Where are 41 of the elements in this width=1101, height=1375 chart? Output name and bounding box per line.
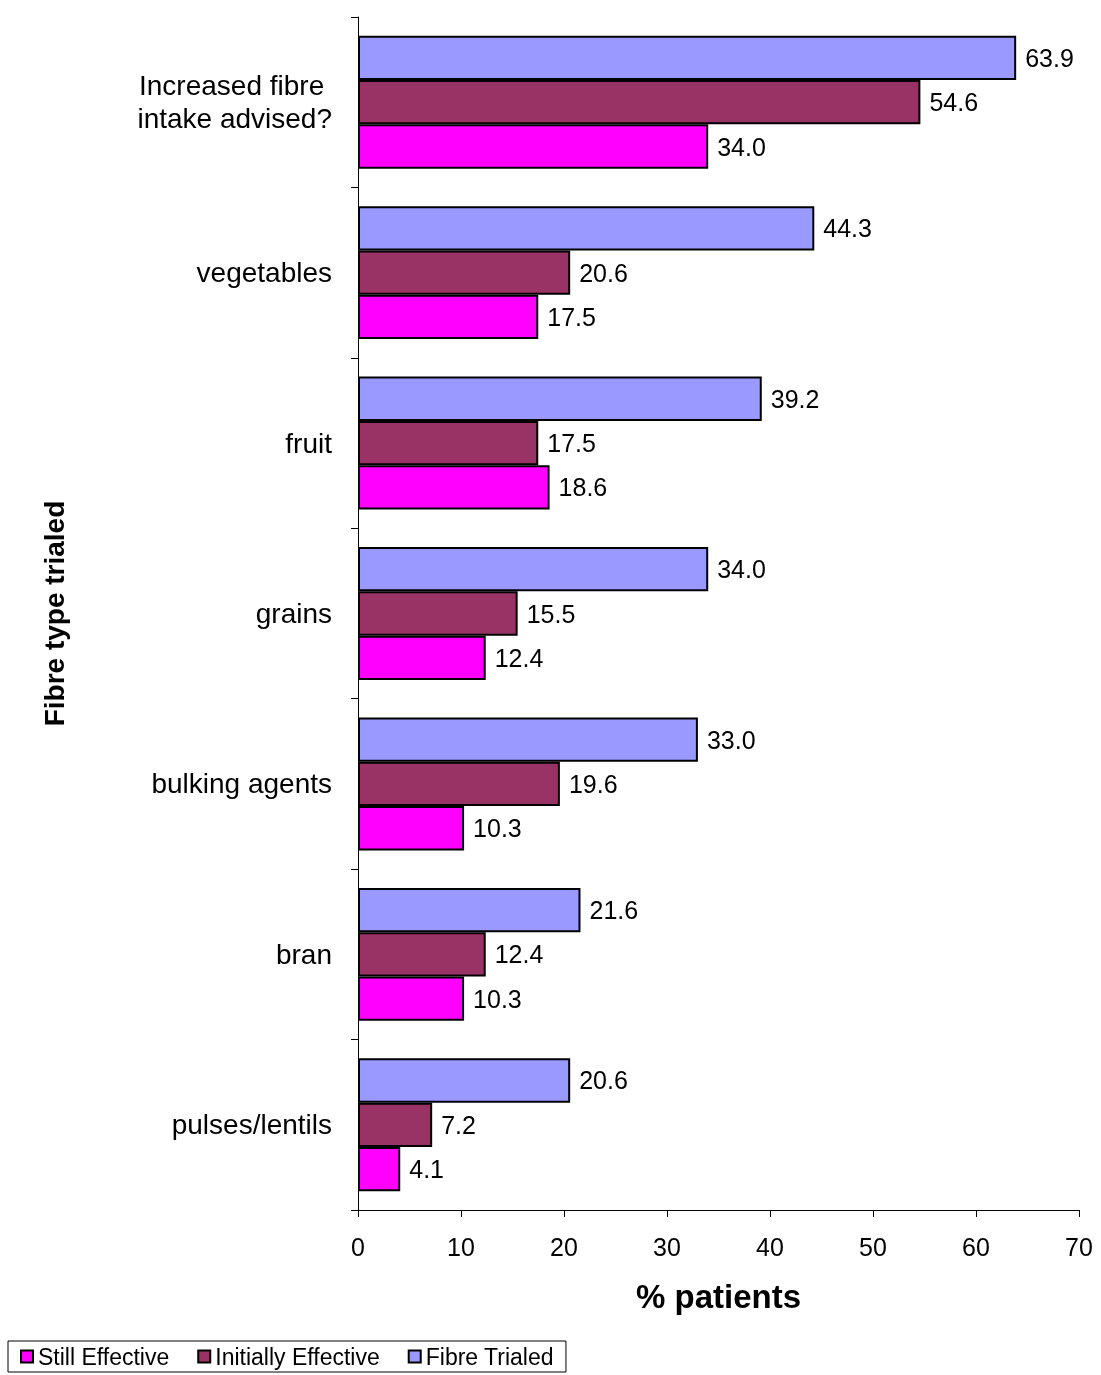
data-label: 20.6 (579, 1066, 628, 1095)
x-tick-label: 40 (756, 1232, 784, 1261)
data-label: 44.3 (823, 214, 872, 243)
data-label: 54.6 (929, 88, 979, 117)
y-tick-label: fruit (285, 427, 333, 459)
data-label: 39.2 (770, 384, 820, 413)
data-label: 18.6 (558, 473, 608, 502)
data-label: 34.0 (717, 132, 766, 161)
data-label: 20.6 (579, 258, 628, 287)
x-tick-label: 0 (351, 1232, 365, 1261)
x-tick-label: 70 (1065, 1232, 1093, 1261)
y-tick-label: bran (275, 938, 332, 970)
data-label: 33.0 (706, 725, 756, 754)
y-tick-label: Increased fibre intake advised? (137, 70, 332, 135)
data-label: 34.0 (717, 555, 766, 584)
data-label: 19.6 (568, 769, 618, 798)
legend-label: Still Effective (38, 1343, 170, 1370)
x-tick-label: 60 (962, 1232, 990, 1261)
data-label: 10.3 (473, 984, 522, 1013)
y-tick-label: grains (255, 598, 332, 629)
x-tick-label: 50 (859, 1232, 887, 1261)
data-label: 12.4 (494, 643, 544, 672)
y-tick-label: pulses/lentils (171, 1109, 332, 1141)
data-label: 21.6 (589, 896, 639, 925)
data-label: 7.2 (441, 1110, 476, 1139)
data-label: 17.5 (547, 302, 596, 331)
y-axis-title: Fibre type trialed (38, 500, 70, 727)
data-label: 12.4 (494, 940, 544, 969)
x-tick-label: 30 (653, 1232, 681, 1261)
x-tick-label: 20 (550, 1232, 578, 1261)
x-tick-label: 10 (447, 1232, 475, 1261)
data-label: 10.3 (473, 814, 522, 843)
legend-label: Initially Effective (215, 1343, 380, 1370)
data-label: 17.5 (547, 429, 596, 458)
y-tick-label: bulking agents (151, 768, 332, 800)
y-tick-label: vegetables (196, 257, 332, 289)
data-label: 4.1 (409, 1155, 444, 1184)
legend-label: Fibre Trialed (425, 1343, 554, 1370)
data-label: 15.5 (526, 599, 576, 628)
data-label: 63.9 (1025, 43, 1074, 72)
x-axis-title: % patients (635, 1278, 802, 1315)
